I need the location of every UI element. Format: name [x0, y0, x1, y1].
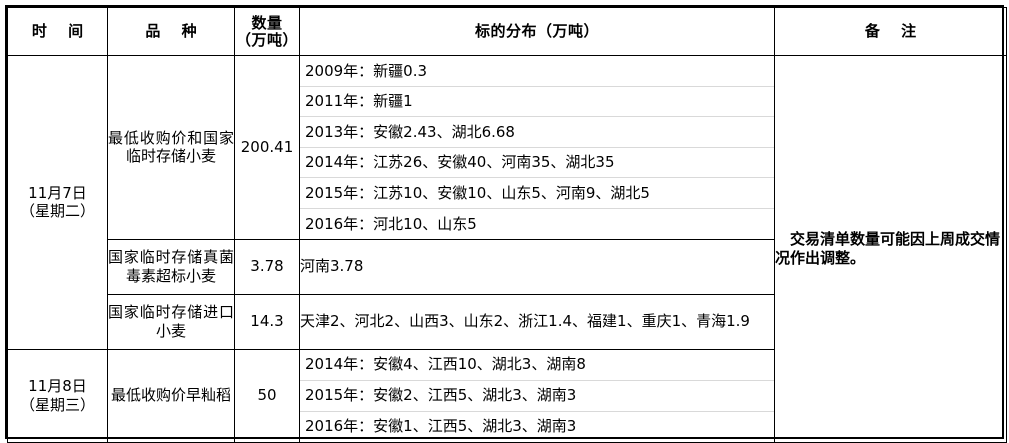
date-cell-2: 11月8日 （星期三）: [7, 348, 108, 443]
remarks-cell: 交易清单数量可能因上周成交情况作出调整。: [774, 55, 1007, 443]
distribution-cell: 2014年：安徽4、江西10、湖北3、湖南8 2015年：安徽2、江西5、湖北3…: [299, 348, 775, 443]
variety-cell: 国家临时存储真菌毒素超标小麦: [107, 238, 235, 295]
list-item: 2011年：新疆1: [300, 86, 774, 118]
header-distribution: 标的分布（万吨）: [299, 7, 775, 56]
list-item: 2014年：安徽4、江西10、湖北3、湖南8: [300, 349, 774, 381]
remarks-text: 交易清单数量可能因上周成交情况作出调整。: [775, 230, 1001, 267]
distribution-cell: 天津2、河北2、山西3、山东2、浙江1.4、福建1、重庆1、青海1.9: [299, 293, 775, 350]
variety-cell: 最低收购价早籼稻: [107, 348, 235, 443]
trading-list-table: 时 间 品 种 数量 （万吨） 标的分布（万吨） 备 注: [5, 5, 1007, 443]
list-item: 2009年：新疆0.3: [300, 56, 774, 87]
header-quantity: 数量 （万吨）: [234, 7, 300, 56]
list-item: 2014年：江苏26、安徽40、河南35、湖北35: [300, 147, 774, 179]
quantity-cell: 14.3: [234, 293, 300, 350]
distribution-list: 2014年：安徽4、江西10、湖北3、湖南8 2015年：安徽2、江西5、湖北3…: [300, 349, 774, 442]
header-variety: 品 种: [107, 7, 235, 56]
table-header-row: 时 间 品 种 数量 （万吨） 标的分布（万吨） 备 注: [7, 7, 1007, 56]
list-item: 2013年：安徽2.43、湖北6.68: [300, 116, 774, 148]
quantity-cell: 3.78: [234, 238, 300, 295]
table-row: 11月8日 （星期三） 最低收购价早籼稻 50 2014年：安徽4、江西10、湖…: [7, 348, 1007, 443]
variety-cell: 最低收购价和国家临时存储小麦: [107, 55, 235, 240]
distribution-cell: 河南3.78: [299, 238, 775, 295]
distribution-inner-table: 2009年：新疆0.3 2011年：新疆1 2013年：安徽2.43、湖北6.6…: [300, 56, 774, 239]
quantity-cell: 200.41: [234, 55, 300, 240]
table-row: 国家临时存储进口小麦 14.3 天津2、河北2、山西3、山东2、浙江1.4、福建…: [8, 293, 1007, 350]
date-cell-1: 11月7日 （星期二）: [7, 55, 108, 350]
list-item: 2016年：安徽1、江西5、湖北3、湖南3: [305, 417, 577, 436]
header-time: 时 间: [7, 7, 108, 56]
grid: 时 间 品 种 数量 （万吨） 标的分布（万吨） 备 注: [7, 7, 1007, 443]
list-item: 2015年：江苏10、安徽10、山东5、河南9、湖北5: [300, 177, 774, 209]
distribution-inner-table: 2014年：安徽4、江西10、湖北3、湖南8 2015年：安徽2、江西5、湖北3…: [300, 349, 774, 442]
quantity-cell: 50: [234, 348, 300, 443]
list-item: 2016年：河北10、山东5: [305, 214, 477, 233]
list-item: 2015年：安徽2、江西5、湖北3、湖南3: [300, 380, 774, 412]
variety-cell: 国家临时存储进口小麦: [107, 293, 235, 350]
distribution-list: 2009年：新疆0.3 2011年：新疆1 2013年：安徽2.43、湖北6.6…: [300, 56, 774, 239]
distribution-cell: 2009年：新疆0.3 2011年：新疆1 2013年：安徽2.43、湖北6.6…: [299, 55, 775, 240]
table-row: 国家临时存储真菌毒素超标小麦 3.78 河南3.78: [8, 238, 1007, 295]
header-remarks: 备 注: [774, 7, 1007, 56]
table-row: 11月7日 （星期二） 最低收购价和国家临时存储小麦 200.41 2009年：…: [7, 55, 1007, 443]
